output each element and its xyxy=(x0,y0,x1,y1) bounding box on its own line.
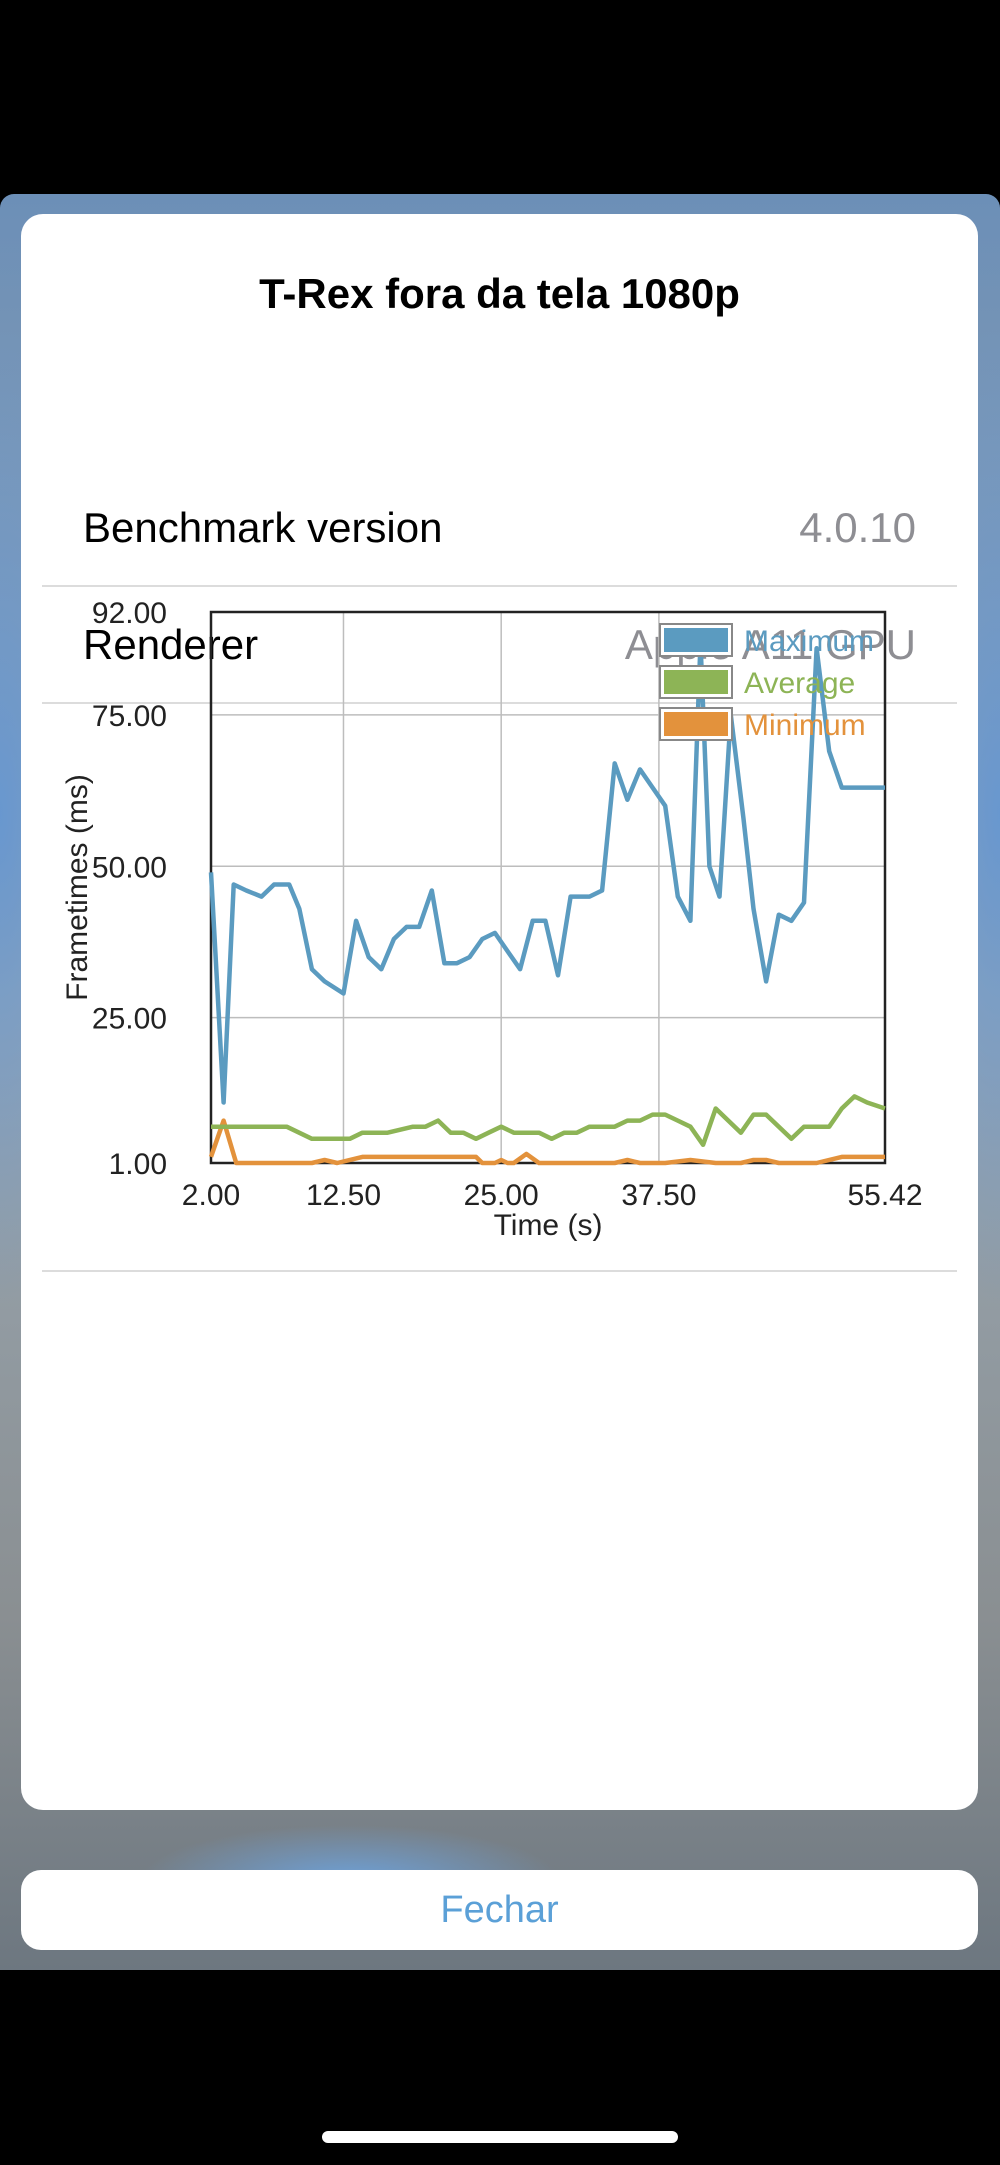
x-tick-label: 25.00 xyxy=(464,1179,539,1212)
renderer-label: Renderer xyxy=(83,621,259,668)
x-tick-label: 2.00 xyxy=(182,1179,240,1212)
y-tick-label: 25.00 xyxy=(92,1003,167,1036)
benchmark-version-value: 4.0.10 xyxy=(799,504,916,551)
legend-label-average: Average xyxy=(744,667,855,700)
series-line-average xyxy=(211,1094,886,1148)
close-button[interactable]: Fechar xyxy=(21,1870,978,1950)
x-tick-label: 12.50 xyxy=(306,1179,381,1212)
y-tick-label: 92.00 xyxy=(92,597,167,630)
legend-label-maximum: Maximum xyxy=(744,625,874,658)
frametimes-chart: 92.00 75.00 50.00 25.00 1.00 2.00 12.50 25.00 37… xyxy=(42,586,957,1272)
y-tick-label: 50.00 xyxy=(92,851,167,884)
series-line-minimum xyxy=(208,1118,885,1166)
benchmark-version-row: Benchmark version 4.0.10 xyxy=(42,468,957,587)
results-dialog: T-Rex fora da tela 1080p Benchmark versi… xyxy=(21,214,978,1810)
frametimes-chart-svg: 92.00 75.00 50.00 25.00 1.00 2.00 12.50 25.00 37… xyxy=(61,597,923,1242)
legend-swatch-minimum xyxy=(664,712,728,736)
x-tick-label: 37.50 xyxy=(621,1179,696,1212)
dialog-title: T-Rex fora da tela 1080p xyxy=(259,270,740,317)
x-axis-label: Time (s) xyxy=(494,1209,603,1242)
legend-swatch-maximum xyxy=(664,628,728,652)
y-tick-label: 75.00 xyxy=(92,700,167,733)
benchmark-version-label: Benchmark version xyxy=(83,504,443,551)
legend-label-minimum: Minimum xyxy=(744,709,866,742)
home-indicator[interactable] xyxy=(322,2131,678,2143)
y-tick-label: 1.00 xyxy=(109,1148,167,1181)
series-line-maximum xyxy=(208,640,885,1105)
y-axis-label: Frametimes (ms) xyxy=(61,774,94,1001)
legend-swatch-average xyxy=(664,670,728,694)
x-tick-label: 55.42 xyxy=(847,1179,922,1212)
